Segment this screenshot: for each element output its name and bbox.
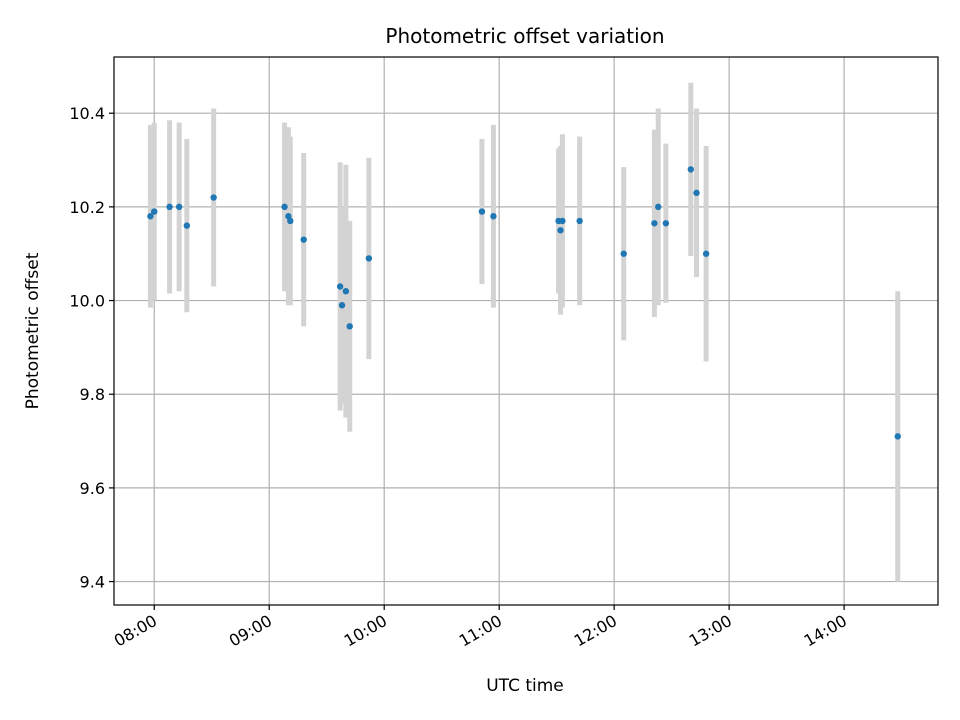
data-point [557,227,564,234]
x-tick-label: 12:00 [571,611,620,651]
y-axis-ticks: 9.4 9.6 9.8 10.0 10.2 10.4 [69,104,114,592]
data-point [166,203,173,211]
data-point [655,203,662,211]
data-point [210,194,217,201]
y-tick-label: 10.0 [69,292,105,311]
x-tick-label: 13:00 [686,611,735,651]
gridlines [114,57,938,605]
data-point [183,222,191,229]
data-point [662,220,670,227]
x-tick-label: 14:00 [801,611,850,651]
y-tick-label: 10.4 [69,104,105,123]
chart-title: Photometric offset variation [385,24,664,48]
data-point [559,217,566,225]
y-tick-label: 9.8 [80,385,105,404]
data-point [702,250,710,257]
error-bars [147,82,901,582]
data-point [687,166,694,173]
x-tick-label: 11:00 [456,611,505,651]
data-point [338,302,346,309]
y-tick-label: 10.2 [69,198,105,217]
data-point [151,208,158,215]
x-axis-ticks: 08:00 09:00 10:00 11:00 12:00 13:00 14:00 [111,605,850,651]
data-point [693,189,700,197]
data-point [300,236,307,243]
data-point [651,220,658,227]
data-point [365,255,373,262]
data-point [342,287,350,295]
data-point [490,213,497,220]
data-point [346,323,353,330]
data-point [576,217,583,225]
data-point [147,213,154,220]
y-tick-label: 9.6 [80,479,105,498]
y-tick-label: 9.4 [80,573,105,592]
plot-frame [113,56,939,606]
y-axis-title: Photometric offset [23,252,43,409]
x-axis-title: UTC time [486,676,564,696]
data-point [336,283,344,290]
data-point [287,217,294,225]
data-point [894,433,901,440]
x-tick-label: 09:00 [226,611,275,651]
x-tick-label: 10:00 [341,611,390,651]
data-point [478,208,486,215]
data-point [281,203,288,211]
data-point [175,203,183,211]
data-point [620,250,627,257]
data-points [147,166,901,440]
x-tick-label: 08:00 [111,611,160,651]
